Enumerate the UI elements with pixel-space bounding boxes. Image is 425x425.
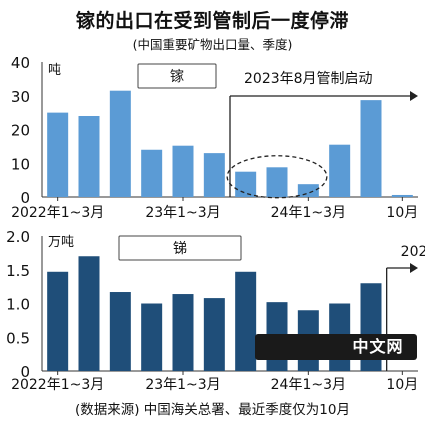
bar [78,116,100,197]
watermark-text: 中文网 [352,337,404,356]
bar [172,294,194,371]
y-tick-label: 1.5 [6,262,30,280]
y-tick-label: 0 [20,189,30,207]
policy-annotation: 2024年9月管制启动 [401,244,425,260]
x-tick-label: 10月 [386,377,418,393]
bar [172,145,194,197]
bar [329,144,351,197]
policy-arrow-head [410,263,418,273]
y-tick-label: 0 [20,363,30,381]
bar [391,194,413,197]
series-label-box [137,63,217,89]
bar [47,112,69,197]
y-tick-label: 1.0 [6,296,30,314]
page-subtitle: (中国重要矿物出口量、季度) [132,37,293,52]
watermark-badge [255,334,417,360]
y-tick-label: 0.5 [6,329,30,347]
x-tick-label: 2022年1~3月 [11,205,104,221]
x-tick-label: 23年1~3月 [145,377,220,393]
bar [203,153,225,197]
bar [141,149,163,197]
x-tick-label: 23年1~3月 [145,205,220,221]
y-tick-label: 30 [11,88,30,106]
source-note: (数据来源) 中国海关总署、最近季度仅为10月 [74,402,350,418]
x-tick-label: 24年1~3月 [271,377,346,393]
series-label: 镓 [170,69,184,85]
bar [297,184,319,197]
bar [266,167,288,197]
bar [78,256,100,371]
policy-annotation: 2023年8月管制启动 [244,71,373,87]
y-tick-label: 10 [11,155,30,173]
highlight-ellipse [226,155,328,199]
series-label: 锑 [173,241,187,257]
y-axis-unit: 吨 [48,63,61,78]
bar [235,271,257,371]
bar [203,298,225,371]
bar [47,271,69,371]
bar [109,90,131,197]
x-tick-label: 24年1~3月 [271,205,346,221]
bar [235,171,257,197]
series-label-box [118,235,242,261]
x-tick-label: 2022年1~3月 [11,377,104,393]
policy-arrow-head [410,91,418,101]
bar [360,100,382,197]
bar [141,303,163,371]
y-axis-unit: 万吨 [48,235,74,250]
page-title: 镓的出口在受到管制后一度停滞 [75,10,349,32]
y-tick-label: 2.0 [6,228,30,246]
y-tick-label: 40 [11,54,30,72]
bar [109,292,131,371]
x-tick-label: 10月 [386,205,418,221]
y-tick-label: 20 [11,122,30,140]
